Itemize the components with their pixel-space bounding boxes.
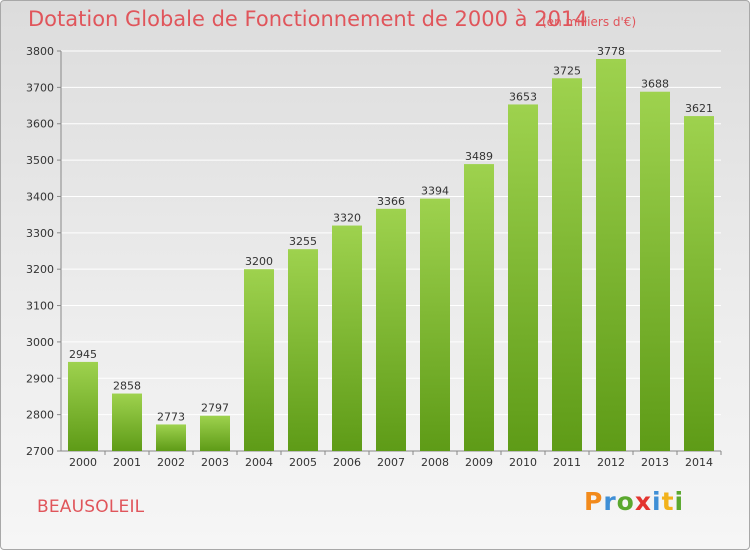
- bar-value-label: 2858: [113, 380, 141, 393]
- y-tick-label: 2700: [26, 445, 54, 458]
- bar: [508, 104, 538, 452]
- bar: [112, 393, 142, 451]
- y-tick-label: 3000: [26, 336, 54, 349]
- commune-name: BEAUSOLEIL: [37, 497, 145, 517]
- bar: [640, 91, 670, 452]
- bar-value-label: 3778: [597, 45, 625, 58]
- bar: [200, 415, 230, 451]
- x-tick-label: 2005: [289, 456, 317, 469]
- logo-letter: o: [616, 487, 635, 516]
- bar-value-label: 2773: [157, 410, 185, 423]
- bar: [420, 198, 450, 451]
- x-tick-label: 2011: [553, 456, 581, 469]
- bar-value-label: 3255: [289, 235, 317, 248]
- proxiti-logo: Proxiti: [584, 487, 684, 516]
- bar-value-label: 3394: [421, 185, 449, 198]
- y-tick-label: 3600: [26, 118, 54, 131]
- bar-value-label: 3725: [553, 64, 581, 77]
- logo-letter: t: [661, 487, 675, 516]
- x-tick-label: 2012: [597, 456, 625, 469]
- x-tick-label: 2000: [69, 456, 97, 469]
- x-tick-label: 2008: [421, 456, 449, 469]
- bar: [596, 59, 626, 451]
- x-tick-label: 2004: [245, 456, 273, 469]
- x-tick-label: 2001: [113, 456, 141, 469]
- bar-value-label: 3320: [333, 212, 361, 225]
- x-tick-label: 2009: [465, 456, 493, 469]
- bar-value-label: 3688: [641, 78, 669, 91]
- bar-value-label: 3489: [465, 150, 493, 163]
- logo-letter: i: [674, 487, 685, 516]
- bar: [464, 164, 494, 451]
- y-tick-label: 2800: [26, 409, 54, 422]
- bar: [684, 116, 714, 451]
- y-tick-label: 3100: [26, 300, 54, 313]
- x-tick-label: 2013: [641, 456, 669, 469]
- bar-value-label: 3200: [245, 255, 273, 268]
- x-tick-label: 2014: [685, 456, 713, 469]
- bar: [376, 208, 406, 451]
- x-tick-label: 2007: [377, 456, 405, 469]
- bar-value-label: 2945: [69, 348, 97, 361]
- bar: [288, 249, 318, 451]
- bar-value-label: 3366: [377, 195, 405, 208]
- bar: [552, 78, 582, 451]
- logo-letter: i: [652, 487, 662, 516]
- y-tick-label: 3400: [26, 190, 54, 203]
- chart-subtitle: (en milliers d'€): [542, 15, 637, 29]
- x-tick-label: 2010: [509, 456, 537, 469]
- logo-letter: r: [603, 487, 617, 516]
- y-tick-label: 3300: [26, 227, 54, 240]
- y-tick-label: 3700: [26, 81, 54, 94]
- bar: [156, 424, 186, 451]
- y-tick-label: 2900: [26, 372, 54, 385]
- y-tick-label: 3800: [26, 45, 54, 58]
- bar: [332, 225, 362, 451]
- x-tick-label: 2003: [201, 456, 229, 469]
- bar: [68, 361, 98, 451]
- y-tick-label: 3200: [26, 263, 54, 276]
- chart-title: Dotation Globale de Fonctionnement de 20…: [28, 7, 588, 31]
- x-tick-label: 2002: [157, 456, 185, 469]
- x-tick-label: 2006: [333, 456, 361, 469]
- logo-letter: P: [584, 487, 604, 516]
- bar-value-label: 2797: [201, 402, 229, 415]
- bar-value-label: 3621: [685, 102, 713, 115]
- bar-value-label: 3653: [509, 90, 537, 103]
- bar: [244, 269, 274, 451]
- y-tick-label: 3500: [26, 154, 54, 167]
- logo-letter: x: [634, 487, 652, 516]
